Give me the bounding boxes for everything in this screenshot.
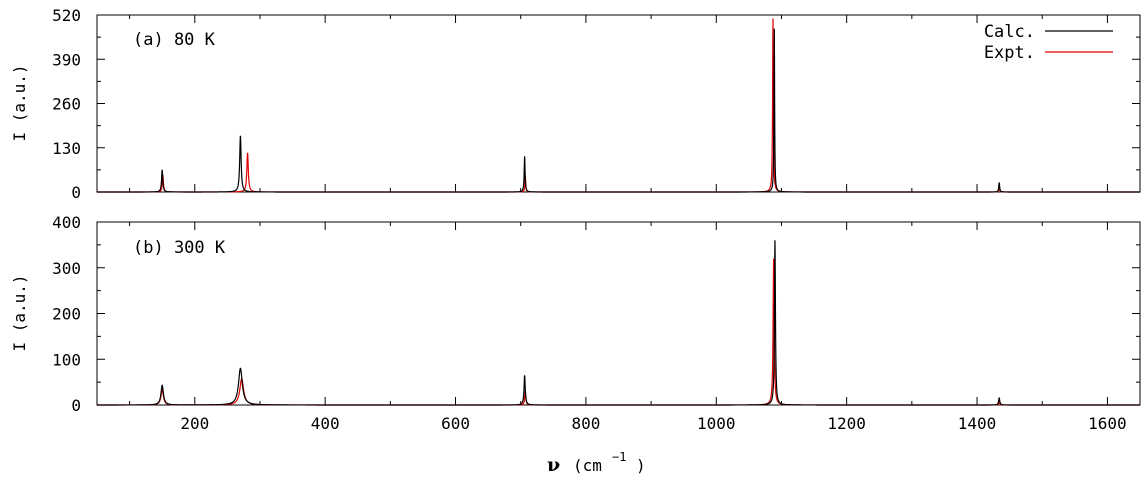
x-axis-unit-exponent: −1 <box>612 450 626 464</box>
legend: Calc. Expt. <box>984 22 1113 63</box>
x-axis-title: ν (cm −1 ) <box>547 450 646 476</box>
panel-b-label: (b) 300 K <box>133 238 226 258</box>
panel-b-curves <box>97 240 1140 406</box>
x-tick-label: 1200 <box>827 414 866 433</box>
panel-b-y-tick-label: 200 <box>52 305 81 324</box>
panel-a-y-tick-label: 390 <box>52 50 81 69</box>
panel-a-y-tick-label: 520 <box>52 6 81 25</box>
x-tick-label: 400 <box>311 414 340 433</box>
panel-b-y-tick-label: 100 <box>52 350 81 369</box>
x-tick-label: 1000 <box>697 414 736 433</box>
panel-b-y-tick-label: 300 <box>52 259 81 278</box>
x-tick-label: 1600 <box>1088 414 1127 433</box>
panel-a-label: (a) 80 K <box>133 30 216 50</box>
panel-b-y-axis-label: I (a.u.) <box>10 274 29 351</box>
panel-b-frame <box>96 221 1141 406</box>
panel-b-series-calc <box>97 240 1140 406</box>
x-axis-unit-close: ) <box>636 456 646 475</box>
panel-b-series-expt <box>97 258 1140 406</box>
x-tick-label: 600 <box>441 414 470 433</box>
x-axis-unit: (cm <box>573 456 602 475</box>
panel-a-80k: 0 130 260 390 520 (a) 80 K I (a.u.) Calc. Ex… <box>10 6 1141 202</box>
panel-a-curves <box>97 18 1140 193</box>
panel-a-series-calc <box>97 28 1140 193</box>
panel-a-y-tick-label: 130 <box>52 139 81 158</box>
panel-a-ticks: 0 130 260 390 520 <box>52 6 1140 202</box>
panel-a-y-tick-label: 0 <box>71 183 81 202</box>
panel-b-ticks: 200 400 600 800 1000 1200 1400 1600 0 100 200 300 40… <box>52 213 1140 433</box>
x-tick-label: 800 <box>571 414 600 433</box>
legend-calc-label: Calc. <box>984 22 1035 42</box>
legend-expt-label: Expt. <box>984 43 1035 63</box>
panel-a-y-tick-label: 260 <box>52 95 81 114</box>
panel-b-y-tick-label: 0 <box>71 396 81 415</box>
panel-b-300k: 200 400 600 800 1000 1200 1400 1600 0 100 200 300 40… <box>10 213 1141 476</box>
x-tick-label: 1400 <box>958 414 997 433</box>
x-tick-label: 200 <box>180 414 209 433</box>
panel-a-y-axis-label: I (a.u.) <box>10 64 29 141</box>
panel-b-y-tick-label: 400 <box>52 213 81 232</box>
x-axis-symbol: ν <box>547 454 560 476</box>
